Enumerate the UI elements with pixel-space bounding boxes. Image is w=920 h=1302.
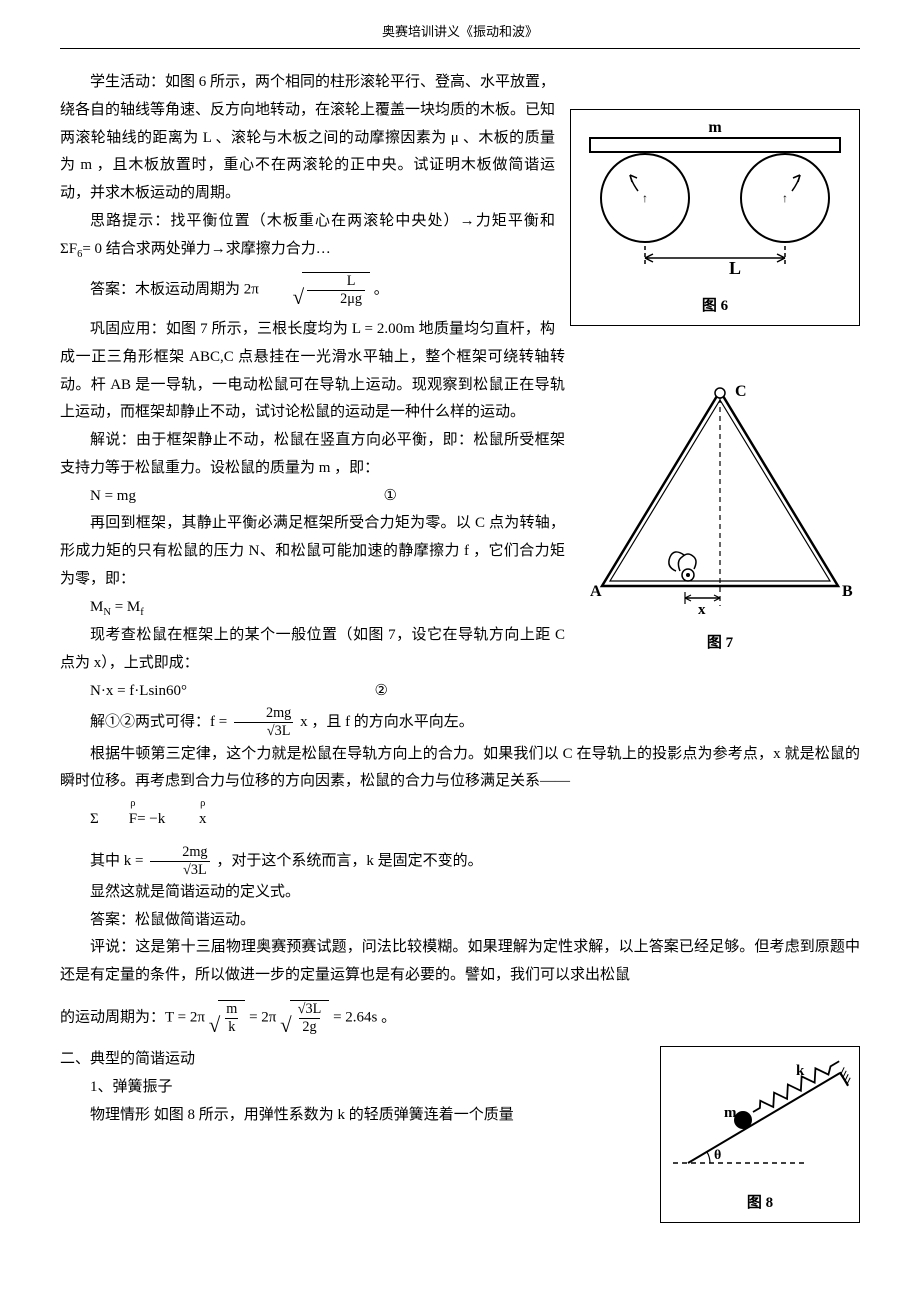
svg-text:m: m xyxy=(708,119,722,136)
figure-7-caption: 图 7 xyxy=(580,630,860,658)
equation-4: ΣρF= −k ρx xyxy=(60,806,860,834)
eq4-sum: Σ xyxy=(90,811,99,827)
answer1-pre: 答案：木板运动周期为 2π xyxy=(90,282,259,298)
svg-text:θ: θ xyxy=(714,1148,721,1163)
eq2-sub-l: N xyxy=(103,607,111,618)
period-f2-num: √3L xyxy=(295,1001,325,1018)
figure-8-caption: 图 8 xyxy=(667,1190,853,1218)
period-f1-num: m xyxy=(223,1001,240,1018)
svg-text:B: B xyxy=(842,583,853,600)
svg-text:k: k xyxy=(796,1063,805,1079)
solve-post: x ，且 f 的方向水平向左。 xyxy=(300,714,474,730)
vec-x: ρx xyxy=(169,806,207,834)
frac-2: 2mg √√3L xyxy=(233,705,294,740)
circled-2: ② xyxy=(344,678,387,706)
period-post: = 2.64s 。 xyxy=(333,1009,396,1025)
circled-1: ① xyxy=(353,483,396,511)
figure-7-svg: C A B x xyxy=(580,376,860,616)
eq1-text: N = mg xyxy=(90,488,136,504)
svg-text:L: L xyxy=(729,258,741,278)
eq3-text: N·x = f·Lsin60° xyxy=(90,683,187,699)
paragraph-comment: 评说：这是第十三届物理奥赛预赛试题，问法比较模糊。如果理解为定性求解，以上答案已… xyxy=(60,934,860,990)
svg-text:C: C xyxy=(735,383,747,400)
k-pre: 其中 k = xyxy=(90,853,147,869)
eq4-eq: = −k xyxy=(137,811,165,827)
svg-text:x: x xyxy=(698,602,706,616)
sqrt-2: √ m k xyxy=(209,1000,246,1036)
paragraph-newton: 根据牛顿第三定律，这个力就是松鼠在导轨方向上的合力。如果我们以 C 在导轨上的投… xyxy=(60,741,860,797)
answer1-post: 。 xyxy=(374,282,389,298)
frac-den-1: 2μg xyxy=(307,290,365,308)
svg-text:A: A xyxy=(590,583,602,600)
vec-F: ρF xyxy=(99,806,137,834)
frac3-den: √3L xyxy=(150,861,210,879)
svg-text:↑: ↑ xyxy=(642,191,648,205)
period-f2-den: 2g xyxy=(299,1018,319,1036)
frac-num-1: L xyxy=(314,273,359,290)
eq2-l: M xyxy=(90,599,103,615)
figure-6-svg: m ↑ ↑ L xyxy=(580,118,850,278)
frac2-num: 2mg xyxy=(233,705,294,722)
period-mid: = 2π xyxy=(249,1009,276,1025)
sqrt-3: √ √3L 2g xyxy=(280,1000,329,1036)
solve-pre: 解①②两式可得：f = xyxy=(90,714,231,730)
figure-7: C A B x 图 7 xyxy=(580,376,860,659)
eq2-mid: = M xyxy=(111,599,140,615)
figure-6-caption: 图 6 xyxy=(577,293,853,321)
paragraph-period: 的运动周期为：T = 2π √ m k = 2π √ √3L 2g = 2.64… xyxy=(60,1000,860,1036)
period-pre: 的运动周期为：T = 2π xyxy=(60,1009,205,1025)
frac3-num: 2mg xyxy=(149,844,210,861)
paragraph-k: 其中 k = 2mg √3L ，对于这个系统而言，k 是固定不变的。 xyxy=(60,844,860,879)
figure-6: m ↑ ↑ L 图 6 xyxy=(570,109,860,326)
paragraph-shm-def: 显然这就是简谐运动的定义式。 xyxy=(60,879,860,907)
svg-text:m: m xyxy=(724,1105,737,1121)
page-header: 奥赛培训讲义《振动和波》 xyxy=(60,20,860,49)
figure-8-svg: m k θ xyxy=(668,1055,853,1175)
eq2-sub-r: f xyxy=(140,607,144,618)
equation-3: N·x = f·Lsin60° ② xyxy=(60,678,860,706)
frac2-den: √√3L xyxy=(234,722,294,740)
frac-3: 2mg √3L xyxy=(149,844,210,879)
hint-text-2: = 0 结合求两处弹力→求摩擦力合力… xyxy=(82,241,330,257)
period-f1-den: k xyxy=(225,1018,238,1036)
k-post: ，对于这个系统而言，k 是固定不变的。 xyxy=(216,853,482,869)
svg-text:↑: ↑ xyxy=(782,191,788,205)
paragraph-solve: 解①②两式可得：f = 2mg √√3L x ，且 f 的方向水平向左。 xyxy=(60,705,860,740)
paragraph-answer-2: 答案：松鼠做简谐运动。 xyxy=(60,907,860,935)
sqrt-1: √ L 2μg xyxy=(263,272,370,308)
figure-8: m k θ 图 8 xyxy=(660,1046,860,1223)
